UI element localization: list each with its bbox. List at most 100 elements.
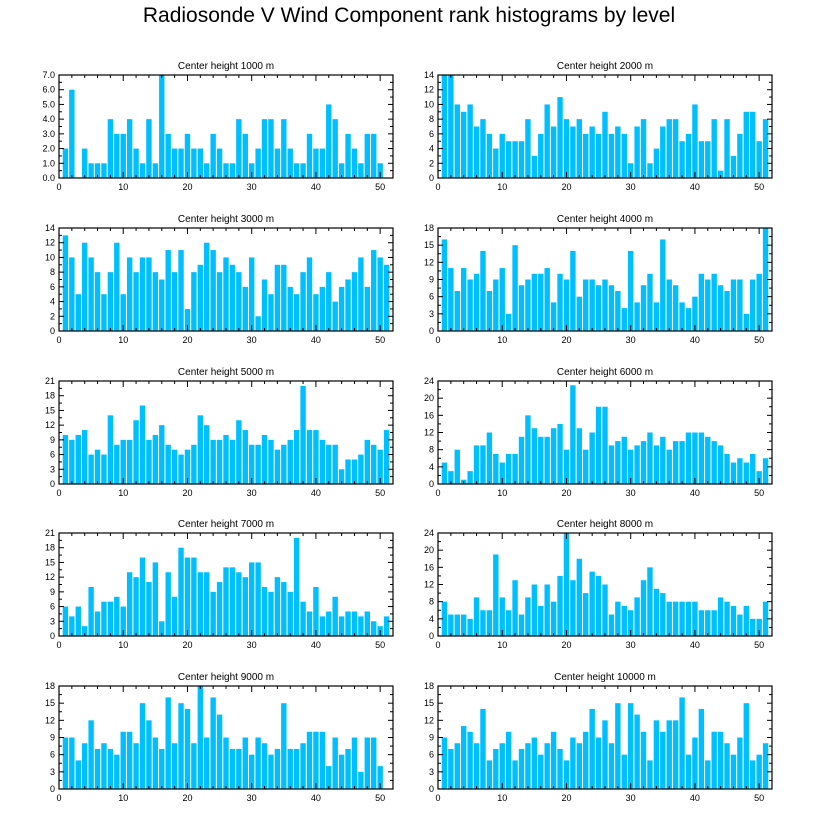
y-tick-label: 6.0 xyxy=(42,85,55,95)
bar xyxy=(660,436,666,484)
bar xyxy=(94,611,101,636)
bar xyxy=(557,423,563,484)
bar xyxy=(608,614,615,636)
y-tick-label: 15 xyxy=(45,698,55,708)
bar xyxy=(711,610,717,636)
bar xyxy=(383,616,390,636)
bar xyxy=(762,458,769,484)
bar xyxy=(120,133,126,178)
bar xyxy=(743,703,750,789)
panel-title: Center height 5000 m xyxy=(178,367,274,378)
bar xyxy=(281,119,287,178)
bar xyxy=(191,743,197,789)
bar xyxy=(493,279,499,331)
x-tick-label: 0 xyxy=(56,640,61,650)
bar xyxy=(216,714,223,789)
bar xyxy=(293,748,300,789)
y-tick-label: 15 xyxy=(424,240,434,250)
bar xyxy=(146,257,152,331)
bar xyxy=(319,148,326,178)
bar xyxy=(204,242,210,331)
x-tick-label: 0 xyxy=(435,182,440,192)
bar xyxy=(653,720,660,789)
bar xyxy=(81,242,88,331)
y-tick-label: 0 xyxy=(429,479,434,489)
bar xyxy=(583,279,589,331)
bar xyxy=(152,434,159,484)
bar xyxy=(550,731,557,789)
bar xyxy=(557,575,563,636)
bar xyxy=(570,580,576,636)
bar xyxy=(326,611,332,636)
bar xyxy=(210,697,216,789)
bar xyxy=(326,104,332,178)
bar xyxy=(499,133,505,178)
bar xyxy=(615,703,621,789)
bar xyxy=(711,273,717,331)
y-tick-label: 4 xyxy=(429,144,434,154)
bar xyxy=(550,302,557,331)
bar xyxy=(268,119,274,178)
bar xyxy=(589,571,595,637)
bar xyxy=(204,572,210,636)
x-tick-label: 50 xyxy=(754,640,764,650)
x-tick-label: 40 xyxy=(690,793,700,803)
y-tick-label: 20 xyxy=(424,393,434,403)
bar xyxy=(216,148,223,178)
bar xyxy=(692,601,698,636)
bar xyxy=(615,601,621,636)
bar xyxy=(255,444,261,484)
bar xyxy=(191,557,197,636)
bar xyxy=(717,285,724,331)
x-tick-label: 30 xyxy=(247,488,257,498)
bar xyxy=(570,737,576,789)
bar xyxy=(210,591,216,636)
bar xyxy=(351,459,358,484)
bar xyxy=(216,272,223,331)
y-tick-label: 12 xyxy=(424,580,434,590)
bar xyxy=(242,577,248,636)
y-tick-label: 4 xyxy=(429,462,434,472)
bar xyxy=(499,462,505,484)
bar xyxy=(679,302,685,331)
x-tick-label: 10 xyxy=(497,488,507,498)
bar xyxy=(236,572,242,636)
bar xyxy=(216,582,223,636)
bar xyxy=(672,720,679,789)
bar xyxy=(101,743,107,789)
y-tick-label: 8 xyxy=(50,267,55,277)
bar xyxy=(332,596,338,636)
x-tick-label: 0 xyxy=(56,793,61,803)
bar xyxy=(88,586,94,636)
bar xyxy=(737,133,743,178)
bar xyxy=(480,610,486,636)
y-tick-label: 12 xyxy=(424,428,434,438)
bar xyxy=(711,441,717,484)
bar xyxy=(101,454,107,484)
bar xyxy=(762,119,769,178)
bar xyxy=(666,279,672,331)
bar xyxy=(467,104,473,178)
bar xyxy=(281,444,287,484)
bar xyxy=(756,471,762,485)
bar xyxy=(467,279,473,331)
y-tick-label: 12 xyxy=(45,420,55,430)
bar xyxy=(69,616,75,636)
bar xyxy=(653,148,660,178)
bar xyxy=(159,621,165,636)
bar xyxy=(544,436,550,484)
bar xyxy=(261,279,268,331)
bar xyxy=(493,554,499,636)
bar xyxy=(171,148,178,178)
bar xyxy=(152,562,159,636)
bar xyxy=(737,614,743,636)
y-tick-label: 15 xyxy=(424,698,434,708)
y-tick-label: 12 xyxy=(45,572,55,582)
bar xyxy=(126,439,133,484)
bar xyxy=(750,279,756,331)
bar xyxy=(634,597,640,637)
bar xyxy=(730,462,737,484)
y-tick-label: 9 xyxy=(429,275,434,285)
bar xyxy=(81,430,88,484)
bar xyxy=(114,133,120,178)
